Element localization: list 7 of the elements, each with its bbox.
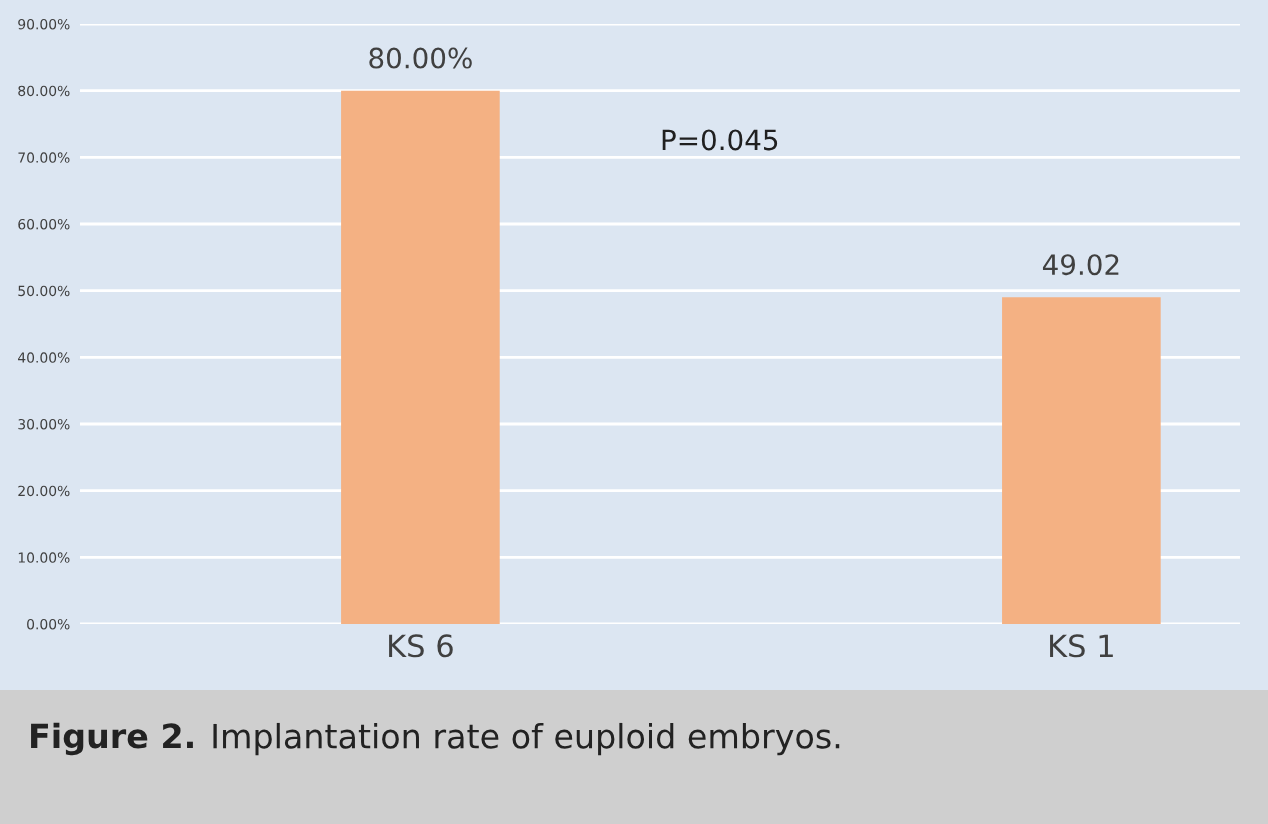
text: Implantation rate of euploid embryos. <box>213 722 840 756</box>
x-tick-label: KS 6 <box>389 634 453 658</box>
data-label: 49.02 <box>1042 254 1119 276</box>
annotation: P=0.045 <box>662 129 778 151</box>
caption: Figure 2. <box>31 722 193 756</box>
data-label: 80.00% <box>369 47 472 69</box>
x-tick-label: KS 1 <box>1050 634 1113 658</box>
